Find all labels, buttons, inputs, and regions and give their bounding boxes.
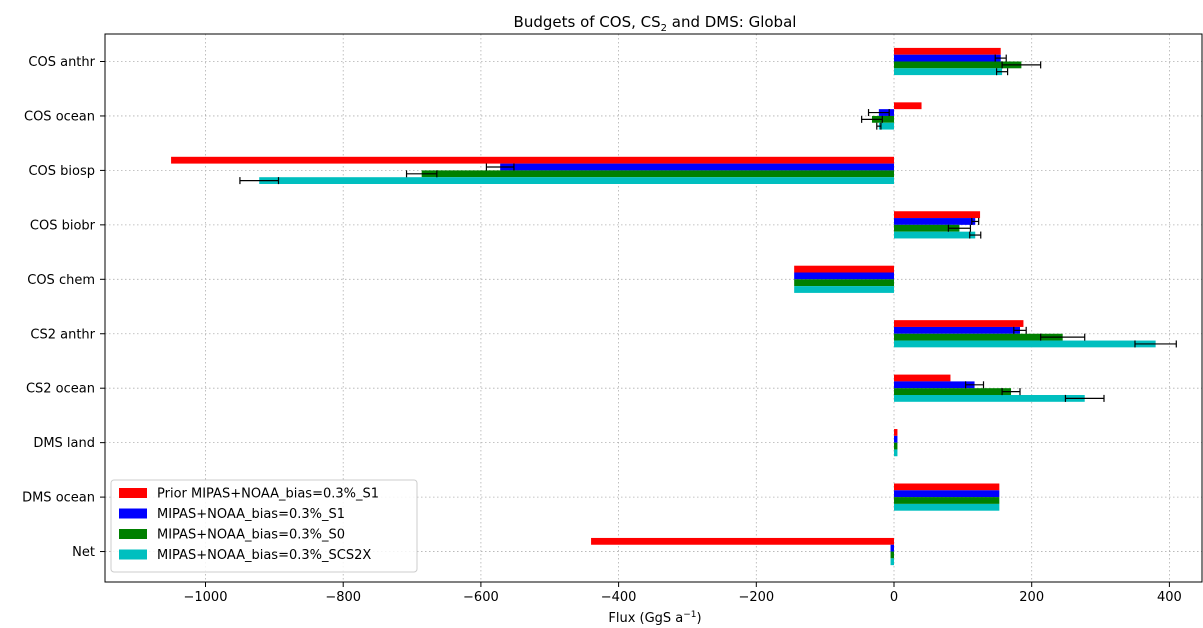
- bar: [794, 286, 894, 293]
- bar: [894, 320, 1024, 327]
- legend-label: MIPAS+NOAA_bias=0.3%_S0: [157, 528, 345, 543]
- y-tick-label: DMS land: [33, 436, 95, 451]
- legend-swatch: [119, 488, 147, 498]
- bar: [421, 170, 894, 178]
- bar: [894, 224, 960, 232]
- x-tick-label: 0: [890, 590, 898, 605]
- bar: [894, 483, 1000, 491]
- bar: [894, 449, 898, 457]
- legend-label: Prior MIPAS+NOAA_bias=0.3%_S1: [157, 487, 379, 502]
- bar: [894, 497, 1000, 504]
- x-axis-label-end: ): [697, 611, 702, 626]
- bar: [894, 61, 1022, 69]
- bar: [894, 211, 981, 219]
- bar: [500, 163, 894, 171]
- y-tick-label: COS anthr: [28, 55, 95, 70]
- bar: [890, 544, 894, 552]
- bar: [894, 435, 898, 443]
- bar: [894, 231, 976, 239]
- legend-box: [110, 479, 418, 573]
- bar: [871, 115, 894, 123]
- bar: [894, 503, 1000, 511]
- bar: [894, 388, 1012, 395]
- legend-swatch: [119, 508, 147, 519]
- y-tick-label: CS2 ocean: [26, 382, 95, 397]
- bars-layer: [171, 47, 1156, 566]
- bar: [894, 326, 1020, 334]
- bar: [794, 279, 894, 287]
- bar: [894, 429, 898, 436]
- x-tick-label: −200: [738, 590, 774, 605]
- legend-swatch: [119, 529, 147, 539]
- bar: [894, 54, 1001, 62]
- legend-label: MIPAS+NOAA_bias=0.3%_S1: [157, 507, 345, 522]
- x-tick-label: −1000: [184, 590, 228, 605]
- y-axis: COS anthr COS ocean COS biosp COS biobr COS …: [22, 55, 105, 560]
- bar: [894, 68, 1003, 76]
- y-tick-label: CS2 anthr: [30, 327, 95, 342]
- legend-swatch: [119, 549, 147, 560]
- legend: Prior MIPAS+NOAA_bias=0.3%_S1 MIPAS+NOAA_…: [110, 479, 418, 573]
- chart-title-main: Budgets of COS, CS: [514, 13, 661, 31]
- bar: [894, 218, 976, 225]
- bar: [894, 381, 975, 389]
- x-axis-label: Flux (GgS a−1): [608, 610, 701, 626]
- bar: [894, 395, 1085, 402]
- x-axis-label-main: Flux (GgS a: [608, 611, 683, 626]
- bar: [890, 558, 894, 566]
- x-axis: −1000 −800 −600 −400 −200 0 200 400: [184, 582, 1182, 605]
- error-bars-layer: [239, 54, 1177, 402]
- x-tick-label: −400: [601, 590, 637, 605]
- bar: [894, 47, 1001, 55]
- bar: [794, 265, 894, 273]
- y-tick-label: Net: [72, 545, 95, 560]
- bar: [894, 333, 1063, 341]
- plot-frame: [104, 33, 1203, 583]
- x-tick-label: 400: [1157, 590, 1182, 605]
- bar: [894, 340, 1156, 348]
- chart-title-rest: and DMS: Global: [667, 13, 796, 31]
- bar: [259, 177, 894, 184]
- bar: [894, 102, 922, 110]
- bar: [591, 537, 894, 545]
- chart-title-sub: 2: [661, 23, 667, 34]
- legend-label: MIPAS+NOAA_bias=0.3%_SCS2X: [157, 548, 371, 563]
- bar: [878, 122, 894, 130]
- bar: [794, 272, 894, 280]
- y-tick-label: COS ocean: [24, 109, 95, 124]
- bar: [890, 551, 894, 559]
- y-tick-label: COS biobr: [30, 218, 96, 233]
- x-tick-label: 200: [1019, 590, 1044, 605]
- bar: [894, 374, 951, 382]
- bar: [894, 490, 1000, 498]
- bar: [171, 156, 894, 164]
- y-tick-label: COS biosp: [28, 164, 95, 179]
- x-tick-label: −800: [325, 590, 361, 605]
- chart-title: Budgets of COS, CS2 and DMS: Global: [514, 13, 797, 34]
- y-tick-label: DMS ocean: [22, 491, 95, 506]
- x-tick-label: −600: [463, 590, 499, 605]
- x-axis-label-sup: −1: [683, 610, 696, 620]
- y-tick-label: COS chem: [27, 273, 95, 288]
- bar: [894, 442, 898, 450]
